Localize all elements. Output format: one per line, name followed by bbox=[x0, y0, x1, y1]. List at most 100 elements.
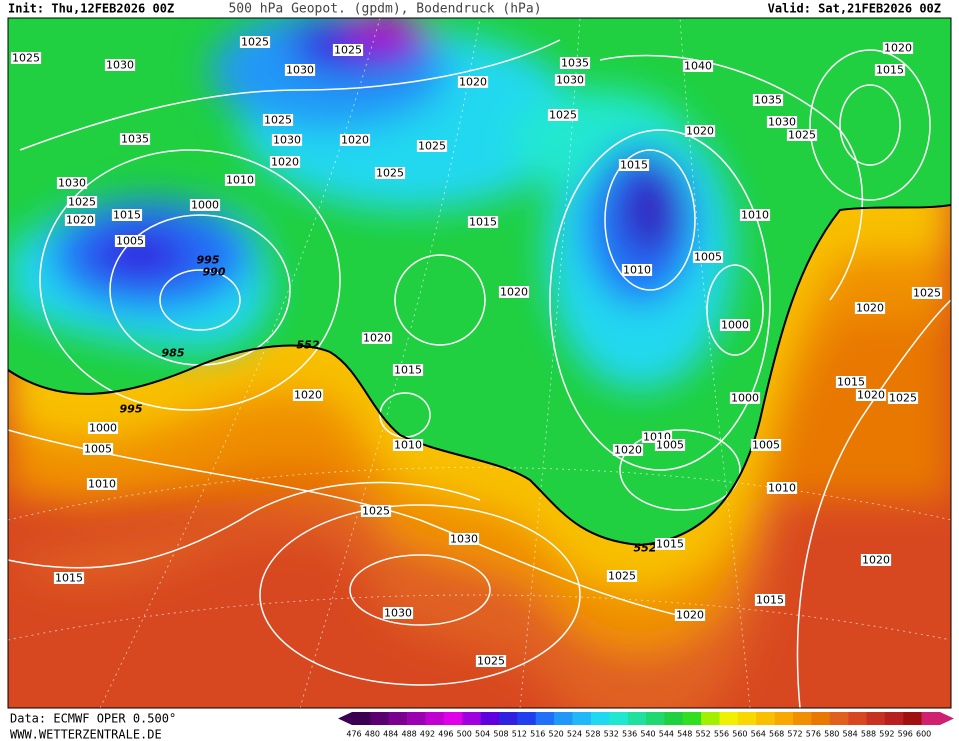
colorbar-label: 584 bbox=[842, 730, 857, 739]
contour-label: 1010 bbox=[88, 478, 116, 491]
label-box bbox=[392, 364, 424, 376]
label-box bbox=[855, 389, 887, 401]
colorbar-cell bbox=[774, 712, 794, 725]
label-box bbox=[766, 482, 798, 494]
label-box bbox=[262, 114, 294, 126]
contour-label: 1020 bbox=[857, 389, 885, 402]
contour-label: 1020 bbox=[884, 42, 912, 55]
contour-label: 1025 bbox=[549, 109, 577, 122]
contour-label: 1030 bbox=[106, 59, 134, 72]
contour-label: 1020 bbox=[271, 156, 299, 169]
label-box bbox=[269, 156, 301, 168]
colorbar-label: 504 bbox=[475, 730, 490, 739]
label-box bbox=[692, 251, 724, 263]
contour-label: 1025 bbox=[608, 570, 636, 583]
colorbar-cell bbox=[443, 712, 463, 725]
map-title: 500 hPa Geopot. (gpdm), Bodendruck (hPa) bbox=[228, 2, 541, 17]
colorbar-label: 480 bbox=[365, 730, 380, 739]
label-box bbox=[835, 376, 867, 388]
colorbar-cell bbox=[554, 712, 573, 725]
label-box bbox=[104, 59, 136, 71]
label-box bbox=[682, 60, 714, 72]
colorbar-cell bbox=[921, 712, 941, 725]
colorbar-label: 536 bbox=[622, 730, 637, 739]
contour-label: 1010 bbox=[226, 174, 254, 187]
colorbar-label: 508 bbox=[493, 730, 508, 739]
contour-label: 1030 bbox=[450, 533, 478, 546]
colorbar-label: 580 bbox=[824, 730, 839, 739]
colorbar-cell bbox=[682, 712, 702, 725]
contour-label: 1020 bbox=[363, 332, 391, 345]
label-box bbox=[754, 594, 786, 606]
label-box bbox=[887, 392, 919, 404]
colorbar-label: 556 bbox=[714, 730, 729, 739]
contour-label: 1015 bbox=[55, 572, 83, 585]
colorbar-cell bbox=[848, 712, 867, 725]
label-box bbox=[766, 116, 798, 128]
contour-label: 1035 bbox=[754, 94, 782, 107]
map-frame bbox=[7, 17, 952, 709]
colorbar-label: 596 bbox=[898, 730, 913, 739]
contour-label: 1020 bbox=[856, 302, 884, 315]
label-box bbox=[82, 443, 114, 455]
label-box bbox=[547, 109, 579, 121]
contour-label: 1015 bbox=[756, 594, 784, 607]
colorbar-cell bbox=[664, 712, 684, 725]
contour-label: 1025 bbox=[362, 505, 390, 518]
colorbar-label: 548 bbox=[677, 730, 692, 739]
label-box bbox=[719, 319, 751, 331]
label-box bbox=[361, 332, 393, 344]
colorbar-cell bbox=[701, 712, 720, 725]
init-time: Init: Thu,12FEB2026 00Z bbox=[8, 2, 174, 16]
contour-label: 1030 bbox=[556, 74, 584, 87]
label-box bbox=[684, 125, 716, 137]
colorbar-label: 528 bbox=[585, 730, 600, 739]
colorbar-label: 564 bbox=[751, 730, 766, 739]
label-box bbox=[64, 214, 96, 226]
colorbar-label: 532 bbox=[604, 730, 619, 739]
label-box bbox=[498, 286, 530, 298]
contour-label: 1005 bbox=[752, 439, 780, 452]
data-source: Data: ECMWF OPER 0.500° bbox=[10, 712, 176, 726]
colorbar-cell bbox=[517, 712, 537, 725]
colorbar-cell bbox=[480, 712, 500, 725]
label-box bbox=[559, 57, 591, 69]
label-box bbox=[786, 129, 818, 141]
label-box bbox=[882, 42, 914, 54]
colorbar-cell bbox=[646, 712, 665, 725]
colorbar-label: 568 bbox=[769, 730, 784, 739]
colorbar-cell bbox=[903, 712, 922, 725]
label-box bbox=[10, 52, 42, 64]
contour-label: 1005 bbox=[694, 251, 722, 264]
contour-label: 1030 bbox=[384, 607, 412, 620]
colorbar-cell bbox=[811, 712, 831, 725]
contour-label: 1000 bbox=[731, 392, 759, 405]
colorbar-cell bbox=[388, 712, 408, 725]
colorbar-cell bbox=[407, 712, 426, 725]
colorbar-label: 600 bbox=[916, 730, 931, 739]
colorbar-label: 572 bbox=[787, 730, 802, 739]
label-box bbox=[119, 133, 151, 145]
colorbar-label: 588 bbox=[861, 730, 876, 739]
contour-label: 1020 bbox=[294, 389, 322, 402]
contour-label: 1020 bbox=[686, 125, 714, 138]
colorbar-cell bbox=[499, 712, 518, 725]
contour-label: 1000 bbox=[89, 422, 117, 435]
label-box bbox=[339, 134, 371, 146]
contour-label: 1025 bbox=[788, 129, 816, 142]
colorbar-label: 552 bbox=[695, 730, 710, 739]
label-box bbox=[654, 439, 686, 451]
colorbar-label: 524 bbox=[567, 730, 582, 739]
label-box bbox=[111, 209, 143, 221]
label-box bbox=[239, 36, 271, 48]
contour-label: 1035 bbox=[121, 133, 149, 146]
label-box bbox=[284, 64, 316, 76]
colorbar-cell bbox=[425, 712, 445, 725]
label-box bbox=[750, 439, 782, 451]
label-box bbox=[382, 607, 414, 619]
label-box bbox=[457, 76, 489, 88]
label-box bbox=[874, 64, 906, 76]
colorbar-cell bbox=[866, 712, 886, 725]
